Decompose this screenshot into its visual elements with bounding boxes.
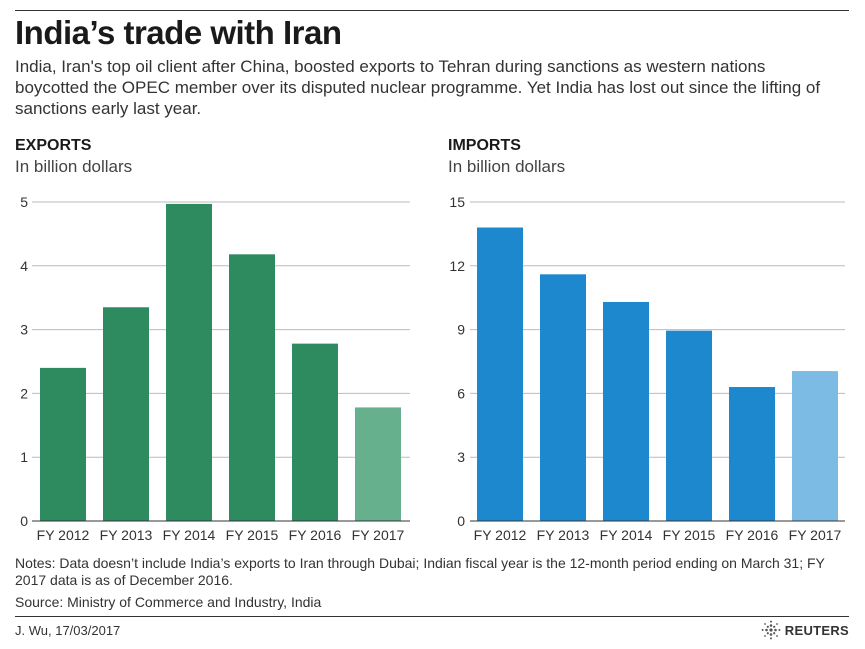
imports-y-tick-label: 12: [449, 258, 465, 274]
page-title: India’s trade with Iran: [15, 14, 342, 51]
imports-bar-fy-2017: [792, 371, 838, 521]
exports-bar-fy-2016: [292, 343, 338, 521]
exports-y-tick-label: 5: [20, 194, 28, 210]
exports-bar-fy-2014: [166, 203, 212, 521]
chart-source: Source: Ministry of Commerce and Industr…: [15, 594, 322, 610]
imports-x-tick-label: FY 2017: [789, 527, 842, 543]
imports-x-tick-label: FY 2013: [537, 527, 590, 543]
exports-y-tick-label: 4: [20, 258, 28, 274]
exports-x-tick-label: FY 2013: [100, 527, 153, 543]
imports-x-tick-label: FY 2012: [474, 527, 527, 543]
exports-y-tick-label: 0: [20, 513, 28, 529]
imports-bar-fy-2012: [477, 227, 523, 521]
imports-x-tick-label: FY 2016: [726, 527, 779, 543]
imports-y-tick-label: 9: [457, 322, 465, 338]
top-rule: [15, 10, 849, 11]
reuters-brand: REUTERS: [761, 620, 849, 640]
imports-bar-fy-2014: [603, 301, 649, 521]
imports-bar-fy-2015: [666, 330, 712, 521]
exports-bar-fy-2013: [103, 307, 149, 521]
bottom-rule: [15, 616, 849, 617]
imports-y-tick-label: 0: [457, 513, 465, 529]
exports-x-tick-label: FY 2016: [289, 527, 342, 543]
exports-x-tick-label: FY 2014: [163, 527, 216, 543]
subtitle: India, Iran's top oil client after China…: [15, 57, 821, 118]
exports-bar-fy-2015: [229, 254, 275, 521]
imports-x-tick-label: FY 2014: [600, 527, 653, 543]
reuters-wordmark: REUTERS: [784, 622, 849, 638]
exports-chart-unit: In billion dollars: [15, 157, 133, 176]
exports-x-tick-label: FY 2017: [352, 527, 405, 543]
exports-y-tick-label: 3: [20, 322, 28, 338]
imports-x-tick-label: FY 2015: [663, 527, 716, 543]
imports-bar-fy-2016: [729, 387, 775, 521]
imports-bar-fy-2013: [540, 274, 586, 521]
exports-chart-title: EXPORTS: [15, 137, 92, 154]
imports-bar-chart: 0 3 6 9 12 15 FY 2012 FY 2013 FY 2014 FY 2015 FY 2…: [449, 194, 845, 543]
exports-y-tick-label: 1: [20, 449, 28, 465]
imports-chart-unit: In billion dollars: [448, 157, 566, 176]
exports-bar-chart: 0 1 2 3 4 5 FY 2012 FY 2013 FY 2014 FY 2015 FY 201…: [20, 194, 410, 543]
imports-y-tick-label: 15: [449, 194, 465, 210]
byline-credit: J. Wu, 17/03/2017: [15, 623, 121, 638]
exports-bar-fy-2012: [40, 367, 86, 521]
exports-x-tick-label: FY 2012: [37, 527, 90, 543]
exports-bar-fy-2017: [355, 407, 401, 521]
imports-y-tick-label: 6: [457, 385, 465, 401]
reuters-logo-icon: [761, 620, 781, 640]
chart-notes: Notes: Data doesn’t include India’s expo…: [15, 555, 825, 588]
exports-y-tick-label: 2: [20, 385, 28, 401]
imports-chart-title: IMPORTS: [448, 137, 521, 154]
exports-x-tick-label: FY 2015: [226, 527, 279, 543]
imports-y-tick-label: 3: [457, 449, 465, 465]
